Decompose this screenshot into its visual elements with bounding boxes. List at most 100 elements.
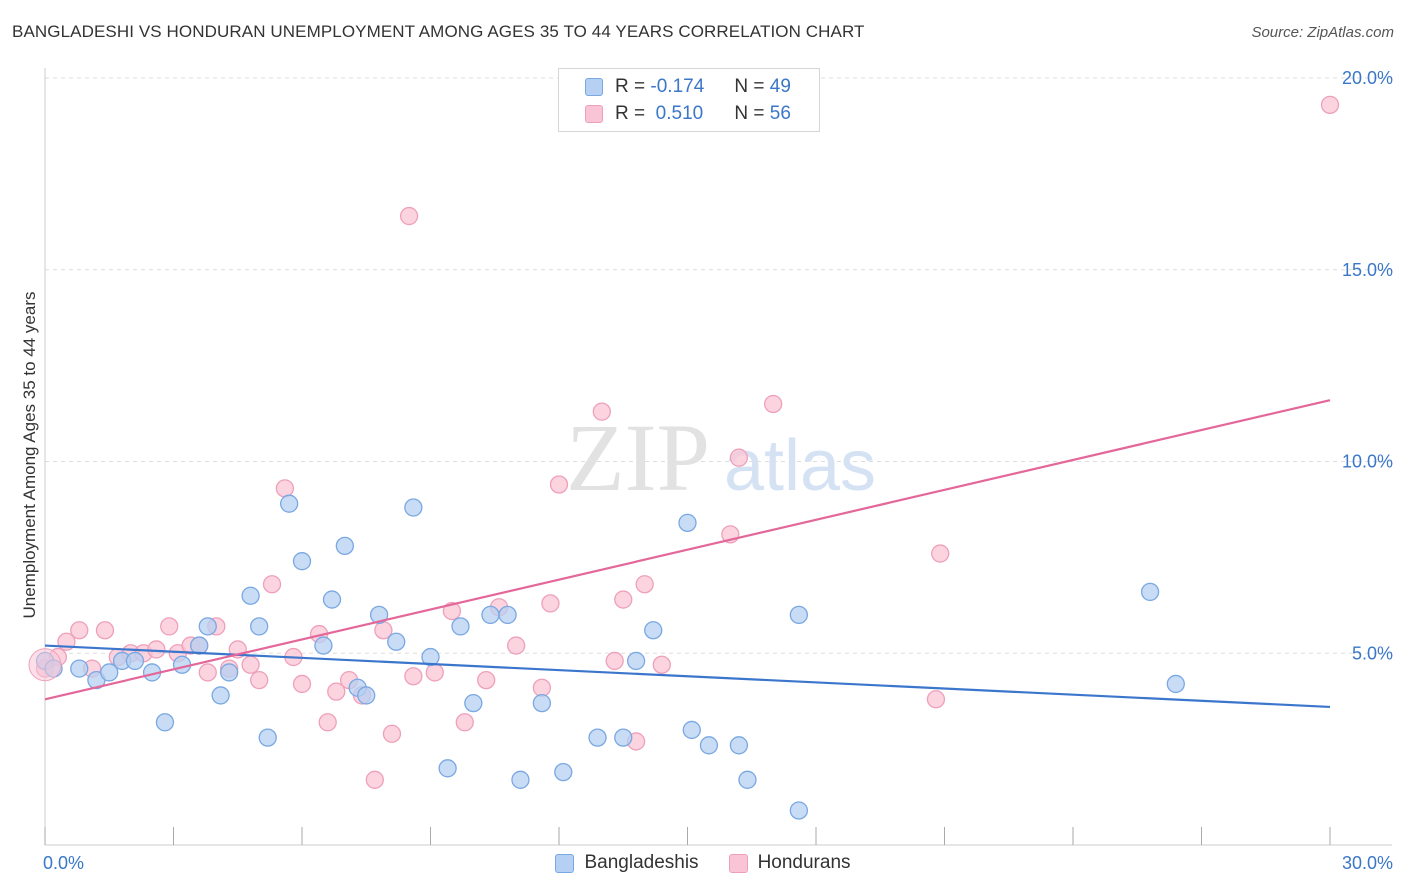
honduran-point: [592, 402, 611, 421]
legend-item-bangladeshis[interactable]: Bangladeshis: [555, 852, 699, 874]
bangladeshi-point: [241, 586, 260, 605]
bangladeshi-point: [789, 801, 809, 820]
bangladeshi-point: [292, 552, 312, 571]
honduran-point: [399, 206, 419, 226]
legend-label: Bangladeshis: [584, 852, 699, 873]
bangladeshi-point: [404, 498, 423, 517]
honduran-point: [250, 670, 269, 690]
bangladeshi-point: [387, 632, 406, 651]
honduran-point: [605, 651, 624, 671]
bangladeshi-point: [100, 663, 119, 682]
bangladeshi-point: [554, 762, 573, 782]
honduran-point: [382, 724, 402, 743]
bangladeshi-point: [532, 693, 552, 713]
honduran-point: [95, 621, 115, 640]
gridlines: [45, 77, 1392, 654]
honduran-point: [318, 713, 337, 732]
bangladeshi-point: [70, 659, 89, 678]
honduran-point: [652, 655, 671, 674]
legend-r-value: 0.510: [650, 103, 704, 124]
bangladeshi-point: [729, 736, 749, 755]
y-tick-label: 15.0%: [1342, 260, 1393, 280]
honduran-point: [507, 636, 526, 655]
honduran-point: [198, 663, 217, 682]
bangladeshi-point: [258, 728, 277, 747]
correlation-legend: R = -0.174 N = 49 R = 0.510 N = 56: [558, 68, 820, 132]
honduran-point: [1320, 95, 1340, 114]
honduran-point: [275, 479, 295, 498]
honduran-point: [532, 678, 552, 697]
y-tick-label: 5.0%: [1352, 643, 1393, 663]
bangladeshi-point: [198, 617, 217, 636]
bangladeshi-point: [682, 720, 701, 740]
bangladeshi-point: [211, 686, 230, 705]
bangladeshi-point: [678, 513, 697, 533]
bangladeshi-point: [626, 651, 646, 671]
bangladeshi-point: [738, 770, 757, 789]
legend-n-value: 56: [769, 103, 791, 124]
watermark-atlas: atlas: [724, 426, 876, 506]
bangladeshi-point: [335, 536, 354, 556]
chart-title: BANGLADESHI VS HONDURAN UNEMPLOYMENT AMO…: [12, 22, 865, 41]
honduran-point: [541, 594, 560, 613]
honduran-point: [292, 674, 312, 694]
bangladeshi-point: [699, 736, 719, 755]
legend-n-label: N =: [734, 103, 765, 124]
legend-r-label: R =: [615, 76, 646, 97]
legend-n-value: 49: [769, 76, 791, 97]
bangladeshi-point: [279, 494, 299, 513]
bangladeshi-point: [220, 663, 239, 682]
bangladeshi-point: [125, 651, 145, 671]
data-points: [28, 95, 1340, 820]
bangladeshi-point: [357, 686, 376, 705]
cluster-point: [28, 648, 62, 682]
bangladeshi-point: [1140, 582, 1160, 602]
bangladeshi-point: [250, 617, 269, 636]
trend-lines: [44, 399, 1331, 709]
legend-label: Hondurans: [757, 852, 851, 873]
y-tick-label: 10.0%: [1342, 452, 1393, 472]
bangladeshi-point: [464, 693, 483, 713]
bangladeshi-point: [481, 605, 500, 625]
honduran-point: [160, 617, 179, 636]
bangladeshi-point: [369, 605, 389, 625]
bangladeshi-point: [644, 621, 663, 640]
bangladeshi-point: [1166, 674, 1185, 694]
honduran-point: [147, 640, 166, 659]
bangladeshi-point: [155, 713, 175, 732]
bangladeshi-point: [498, 605, 517, 625]
legend-item-hondurans[interactable]: Hondurans: [728, 852, 851, 874]
bangladeshi-point: [190, 636, 209, 655]
watermark-zip: ZIP: [566, 404, 710, 511]
honduran-point: [477, 670, 496, 690]
legend-n-label: N =: [734, 76, 765, 97]
bangladeshi-point: [322, 590, 342, 609]
honduran-point: [549, 475, 569, 494]
honduran-point: [729, 448, 749, 467]
honduran-point: [241, 655, 260, 674]
bangladeshi-point: [172, 655, 192, 674]
honduran-point: [425, 663, 444, 682]
legend-r-label: R =: [615, 103, 646, 124]
legend-swatch-pink: [585, 105, 603, 123]
honduran-point: [442, 601, 462, 621]
legend-swatch-pink: [728, 853, 748, 873]
bangladeshi-point: [314, 636, 333, 655]
bangladeshi-point: [438, 759, 457, 778]
honduran-point: [327, 682, 346, 701]
legend-row-bangladeshis: R = -0.174 N = 49: [585, 75, 791, 99]
tick-labels: 5.0% 10.0% 15.0% 20.0% 0.0% 30.0%: [43, 68, 1393, 873]
honduran-point: [635, 575, 654, 594]
bangladeshi-point: [511, 770, 530, 789]
bangladeshi-trend-line: [44, 644, 1331, 709]
series-legend: Bangladeshis Hondurans: [0, 852, 1406, 874]
bangladeshi-point: [421, 647, 440, 667]
honduran-point: [455, 713, 474, 732]
legend-row-hondurans: R = 0.510 N = 56: [585, 102, 791, 126]
x-tick-label: 0.0%: [43, 853, 84, 873]
legend-swatch-blue: [555, 853, 575, 873]
legend-swatch-blue: [585, 78, 603, 96]
bangladeshi-point: [451, 617, 470, 636]
honduran-point: [262, 575, 282, 594]
